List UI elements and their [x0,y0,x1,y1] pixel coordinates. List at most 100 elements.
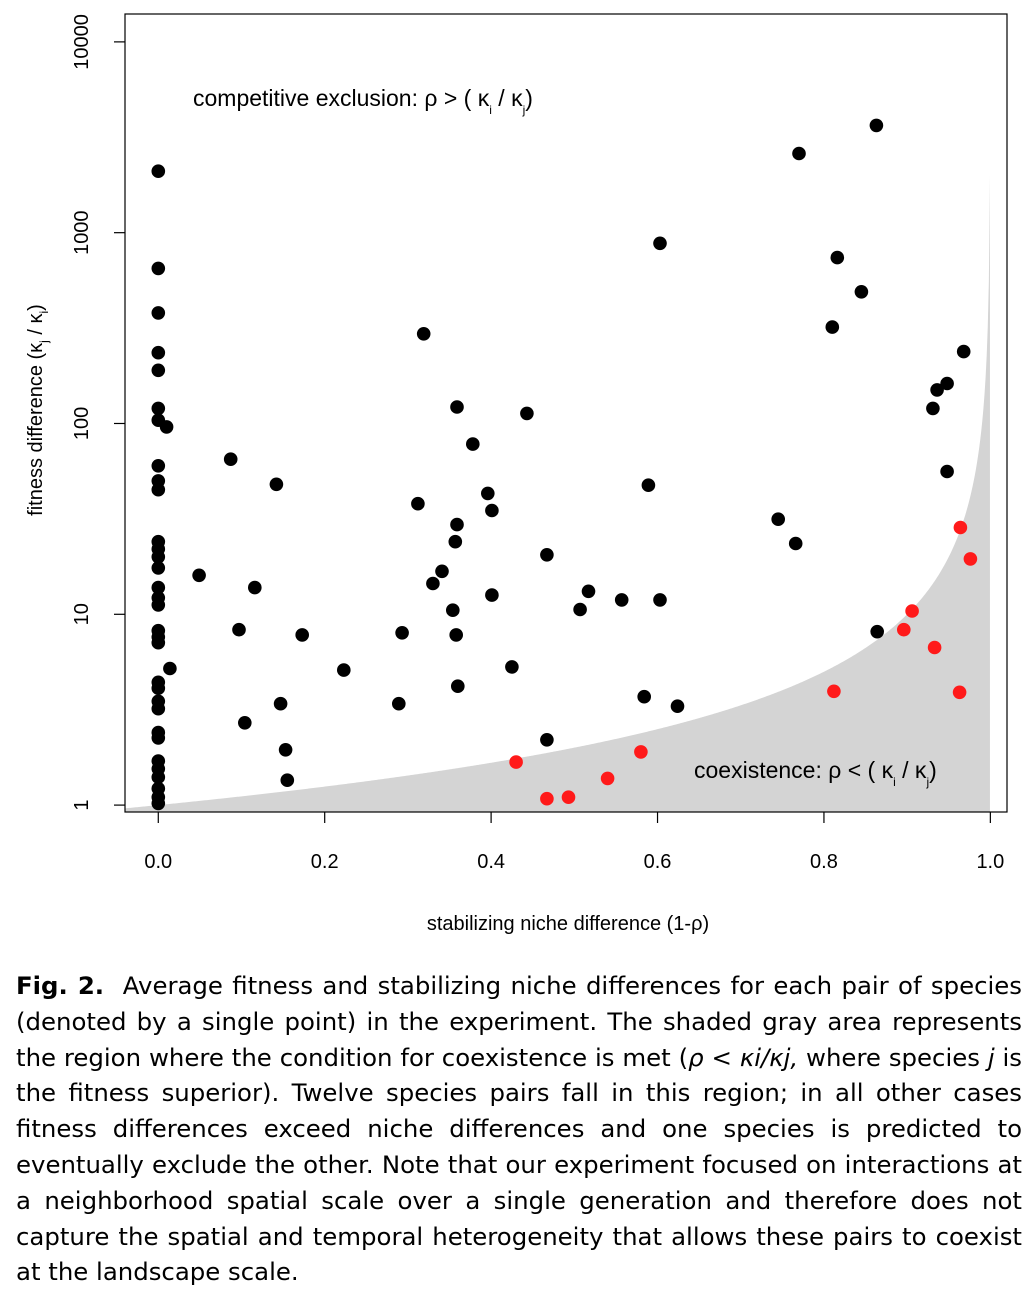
data-point-excluded [411,496,425,511]
annotation-coexistence: coexistence: ρ < ( κi / κj) [694,757,937,789]
data-point-excluded [450,400,464,414]
x-axis-label: stabilizing niche difference (1-ρ) [427,913,709,935]
data-point-coexisting [897,622,911,637]
figure-caption: Fig. 2. Average fitness and stabilizing … [16,968,1022,1290]
y-tick-label: 100 [71,407,93,440]
data-point-excluded [830,250,845,265]
caption-text-3: is the fitness superior). Twelve species… [16,1042,1023,1287]
data-point-excluded [151,635,166,650]
coexistence-shaded-region [125,175,990,812]
data-point-excluded [151,701,166,716]
data-point-excluded [540,733,554,747]
data-point-excluded [151,598,166,612]
y-tick-label: 10000 [71,14,93,70]
x-tick-label: 0.4 [477,851,505,873]
data-point-excluded [870,624,884,639]
x-tick-label: 1.0 [976,851,1004,873]
data-point-coexisting [905,604,919,618]
data-point-excluded [295,628,310,642]
data-point-excluded [151,681,166,695]
data-point-excluded [151,482,166,497]
data-point-excluded [151,796,166,811]
data-point-excluded [446,603,460,617]
data-point-excluded [151,459,166,473]
data-point-excluded [151,261,166,276]
data-point-excluded [520,406,534,421]
data-point-excluded [788,536,803,551]
x-tick-label: 0.8 [810,851,838,873]
data-point-coexisting [509,755,523,769]
data-point-excluded [869,118,884,133]
data-point-excluded [159,420,174,434]
data-point-excluded [505,660,519,674]
data-point-excluded [151,550,166,564]
data-point-excluded [956,344,971,359]
caption-var-j: j [987,1042,995,1072]
data-point-excluded [771,512,785,526]
data-point-excluded [614,593,629,607]
data-point-excluded [151,363,166,378]
data-point-excluded [395,626,409,640]
data-point-excluded [670,699,685,713]
x-tick-label: 0.2 [311,851,339,873]
data-point-excluded [926,401,940,416]
data-point-coexisting [600,771,615,786]
annotation-competitive-exclusion: competitive exclusion: ρ > ( κi / κj) [193,85,533,117]
data-point-excluded [485,503,499,518]
data-point-coexisting [953,520,968,535]
data-point-excluded [449,628,464,642]
data-point-excluded [451,679,465,693]
data-point-excluded [151,731,166,745]
y-axis-label: fitness difference (κj / κi) [25,304,51,516]
data-point-excluded [825,320,840,334]
data-point-excluded [151,345,166,360]
data-point-excluded [392,696,406,711]
data-point-excluded [637,689,651,704]
y-axis: 1 10 100 1000 10000 [71,14,125,811]
y-tick-label: 1 [71,800,93,811]
plot-frame [124,13,1008,813]
data-point-excluded [450,517,464,532]
data-point-excluded [273,696,288,711]
data-point-excluded [151,580,166,595]
x-tick-label: 0.0 [144,851,172,873]
data-point-excluded [151,561,166,575]
data-point-excluded [448,534,463,549]
scatter-chart: 0.0 0.2 0.4 0.6 0.8 1.0 1 10 100 1000 10000 compe… [25,13,1008,935]
data-point-excluded [481,486,495,501]
data-point-excluded [573,602,587,617]
data-point-excluded [540,548,554,562]
data-point-coexisting [540,791,554,806]
data-point-excluded [192,568,206,583]
data-point-excluded [278,743,293,757]
x-tick-label: 0.6 [644,851,672,873]
data-point-coexisting [827,684,841,699]
data-point-coexisting [927,640,942,655]
data-point-coexisting [634,745,648,759]
data-point-excluded [248,580,262,595]
data-point-coexisting [963,552,978,566]
data-point-excluded [792,146,806,161]
data-point-excluded [151,164,166,178]
data-point-excluded [940,376,954,391]
data-point-excluded [466,437,480,451]
data-point-excluded [641,478,656,493]
caption-text-2: where species [798,1042,988,1072]
caption-text-1: Average fitness and stabilizing niche di… [16,971,1022,1072]
y-tick-label: 10 [71,603,93,625]
data-points [151,118,978,811]
data-point-excluded [653,236,667,251]
data-point-excluded [940,464,954,479]
data-point-excluded [151,401,166,416]
data-point-excluded [269,477,284,492]
data-point-excluded [581,584,596,599]
caption-label: Fig. 2. [16,971,105,1000]
data-point-excluded [435,564,449,579]
data-point-excluded [238,716,252,730]
data-point-excluded [151,770,166,784]
data-point-excluded [426,576,440,591]
caption-formula: ρ < κi/κj, [688,1042,799,1072]
data-point-excluded [337,663,351,677]
data-point-coexisting [952,685,967,700]
data-point-excluded [163,661,177,676]
